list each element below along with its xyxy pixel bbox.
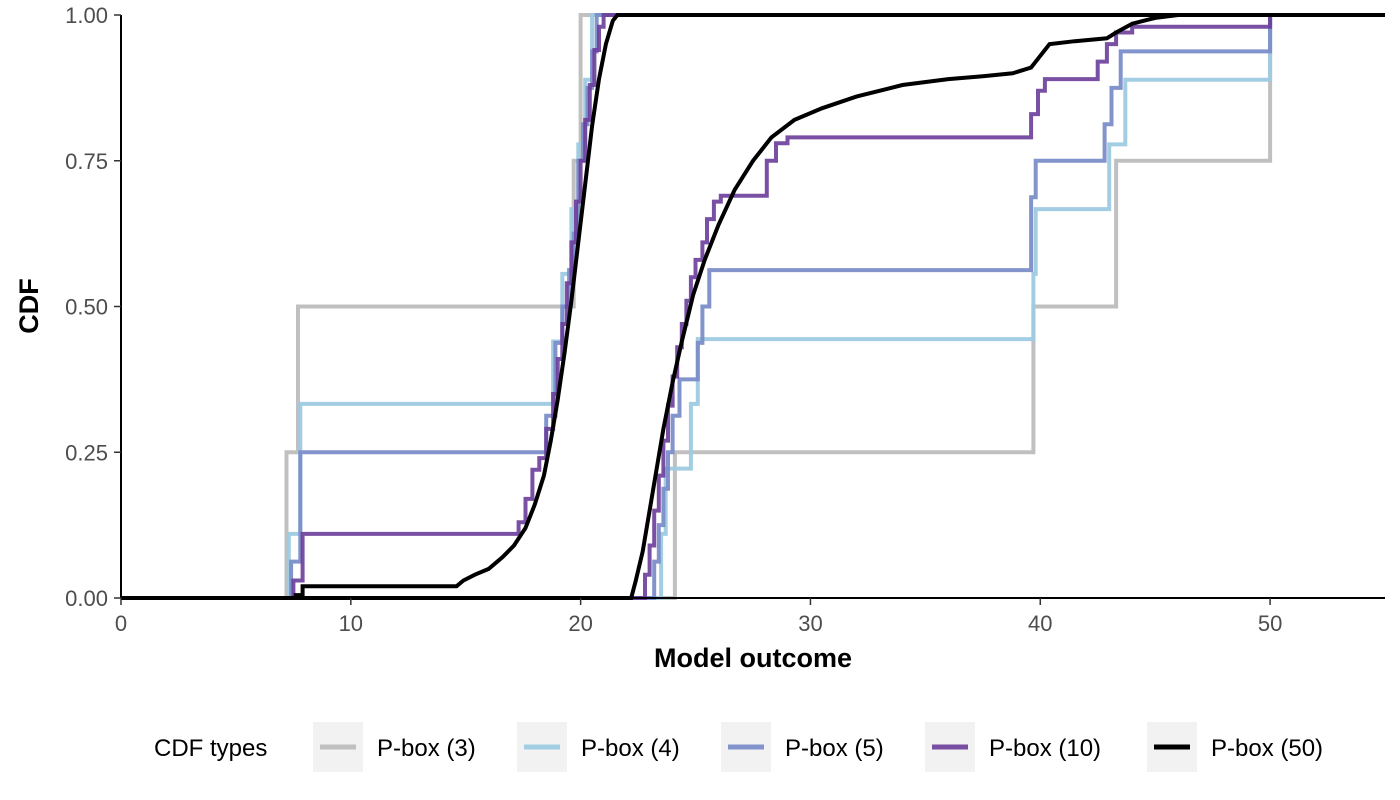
y-tick-label: 0.75 [65, 149, 108, 174]
series-1 [121, 13, 1385, 600]
x-tick-label: 40 [1028, 611, 1052, 636]
legend-item: P-box (3) [313, 722, 476, 772]
legend-label: P-box (10) [989, 735, 1101, 762]
series-5-upper-bound [121, 13, 1385, 600]
x-tick-label: 10 [339, 611, 363, 636]
legend-label: P-box (50) [1211, 735, 1323, 762]
series-5-lower-bound [121, 13, 1385, 600]
x-tick-label: 30 [798, 611, 822, 636]
series-4-upper-bound [121, 13, 1385, 600]
legend-items: P-box (3) P-box (4) P-box (5) P-box (10) P-b… [313, 722, 1323, 772]
legend-title: CDF types [154, 735, 267, 762]
legend-item: P-box (50) [1147, 722, 1323, 772]
x-tick-label: 20 [568, 611, 592, 636]
legend-label: P-box (3) [377, 735, 476, 762]
y-ticks: 0.00 0.25 0.50 0.75 1.00 [65, 3, 121, 611]
legend-item: P-box (4) [517, 722, 680, 772]
series-2-lower-bound [121, 13, 1385, 600]
series-1-upper-bound [121, 13, 1385, 600]
series-3-lower-bound [121, 13, 1385, 600]
series-4-lower-bound [121, 13, 1385, 600]
x-ticks: 0 10 20 30 40 50 [115, 598, 1282, 636]
legend-label: P-box (5) [785, 735, 884, 762]
legend-item: P-box (5) [721, 722, 884, 772]
y-tick-label: 0.25 [65, 440, 108, 465]
x-tick-label: 50 [1258, 611, 1282, 636]
y-tick-label: 0.00 [65, 586, 108, 611]
series-layer [121, 13, 1385, 600]
y-tick-label: 1.00 [65, 3, 108, 28]
legend: CDF types P-box (3) P-box (4) P-box (5) P-b… [154, 722, 1323, 772]
series-4 [121, 13, 1385, 600]
y-axis-title: CDF [14, 278, 44, 334]
y-tick-label: 0.50 [65, 295, 108, 320]
series-5 [121, 13, 1385, 600]
legend-item: P-box (10) [925, 722, 1101, 772]
x-tick-label: 0 [115, 611, 127, 636]
x-axis-title: Model outcome [654, 643, 852, 673]
legend-label: P-box (4) [581, 735, 680, 762]
series-1-lower-bound [121, 13, 1385, 600]
